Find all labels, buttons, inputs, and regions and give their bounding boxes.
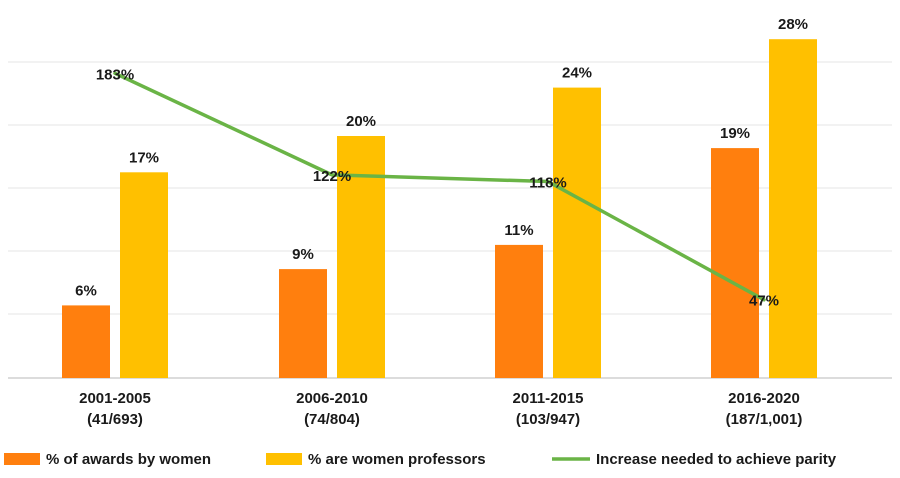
category-label-2-0: 2011-2015: [513, 390, 584, 407]
category-label-0-1: (41/693): [87, 411, 143, 428]
line-label-0: 183%: [96, 66, 134, 83]
bar-label-s1-c1: 20%: [346, 113, 376, 130]
bar-s0-c2: [495, 244, 543, 378]
bar-s0-c3: [711, 148, 759, 378]
legend-label-0: % of awards by women: [46, 451, 211, 468]
legend-label-2: Increase needed to achieve parity: [596, 451, 837, 468]
bar-label-s0-c3: 19%: [720, 125, 750, 142]
category-label-1-0: 2006-2010: [296, 390, 368, 407]
bar-label-s1-c3: 28%: [778, 16, 808, 33]
bar-label-s1-c2: 24%: [562, 65, 592, 82]
category-label-3-0: 2016-2020: [728, 390, 800, 407]
legend-swatch-0: [4, 453, 40, 465]
bar-s0-c0: [62, 305, 110, 378]
bar-s1-c3: [769, 39, 817, 378]
category-label-1-1: (74/804): [304, 411, 360, 428]
bar-s1-c0: [120, 172, 168, 378]
bar-s1-c2: [553, 87, 601, 378]
legend-label-1: % are women professors: [308, 451, 486, 468]
category-label-0-0: 2001-2005: [79, 390, 151, 407]
line-label-2: 118%: [529, 175, 567, 192]
line-label-3: 47%: [749, 293, 779, 310]
category-label-2-1: (103/947): [516, 411, 580, 428]
category-label-3-1: (187/1,001): [726, 411, 803, 428]
bar-label-s1-c0: 17%: [129, 149, 159, 166]
bar-label-s0-c2: 11%: [504, 222, 533, 239]
line-label-1: 122%: [313, 168, 351, 185]
parity-line: [113, 71, 766, 302]
legend-swatch-1: [266, 453, 302, 465]
bar-label-s0-c0: 6%: [75, 282, 97, 299]
bar-label-s0-c1: 9%: [292, 246, 314, 263]
bar-s0-c1: [279, 269, 327, 378]
